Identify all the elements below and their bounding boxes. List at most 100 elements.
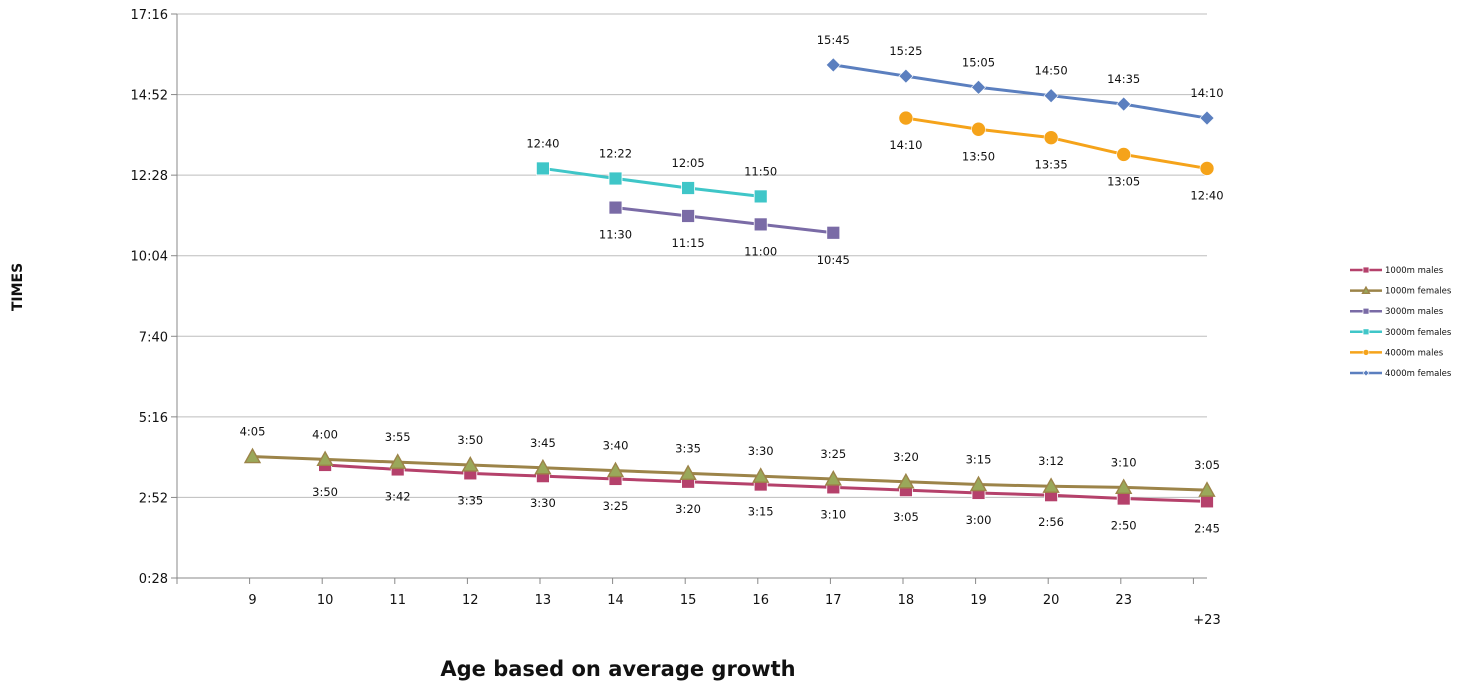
data-label: 3:12 [1038,454,1064,468]
data-label: 4:00 [312,427,338,441]
series-layer [243,57,1216,509]
marker-square [1362,328,1370,336]
data-label: 12:40 [526,136,559,150]
data-label: 12:22 [599,147,632,161]
data-label: 12:40 [1190,188,1223,202]
x-tick-label: 15 [680,593,697,608]
marker-triangle [316,450,334,467]
legend-item: 4000m females [1350,369,1452,379]
data-label: 2:56 [1038,515,1064,529]
legend-item: 1000m males [1350,266,1444,276]
marker-triangle [389,453,407,469]
gridlines [177,13,1207,498]
data-label: 3:10 [1111,455,1137,469]
marker-triangle [1198,481,1216,497]
marker-diamond [1199,110,1215,126]
series-1000m-females [243,447,1216,497]
x-tick-label: 14 [607,593,624,608]
legend-item: 1000m females [1350,285,1452,297]
marker-triangle [461,456,479,472]
marker-square [1362,307,1370,315]
data-label: 3:35 [675,441,701,455]
x-tick-label: 10 [317,593,334,608]
marker-square [608,200,623,215]
legend-label: 4000m males [1385,348,1444,358]
data-label: 3:00 [966,513,992,527]
data-label: 3:25 [820,447,846,461]
data-label: 13:05 [1107,174,1140,188]
x-tick-label: +23 [1193,613,1220,628]
marker-square [536,161,550,176]
marker-square [1362,266,1370,274]
data-label: 11:00 [744,244,777,258]
data-label: 12:05 [672,156,705,170]
marker-circle [1043,130,1059,145]
data-label: 3:40 [603,439,629,453]
x-tick-label: 12 [462,593,479,608]
x-tick-label: 13 [535,593,552,608]
data-label: 3:20 [893,450,919,464]
x-tick-label: 17 [825,593,842,608]
y-tick-label: 12:28 [131,169,168,184]
data-label: 14:50 [1035,64,1068,78]
marker-triangle [824,470,842,486]
y-axis-title: TIMES [10,263,26,311]
marker-diamond [898,68,914,84]
data-label: 3:15 [748,505,774,519]
marker-diamond [1116,96,1132,112]
y-tick-label: 14:52 [131,89,168,104]
marker-triangle [969,475,988,492]
marker-square [608,171,623,186]
legend-label: 1000m males [1385,266,1444,276]
marker-square [753,217,768,232]
marker-triangle [679,464,697,481]
series-line [615,206,834,235]
legend-label: 4000m females [1385,369,1452,379]
marker-triangle [1042,477,1060,493]
series-4000m-females [825,57,1215,126]
data-label: 3:42 [385,489,411,503]
data-label: 3:45 [530,436,556,450]
marker-circle [971,121,986,137]
marker-triangle [752,467,770,483]
marker-triangle [606,461,625,478]
x-tick-label: 23 [1115,593,1132,608]
y-tick-label: 7:40 [139,330,168,345]
x-tick-label: 16 [752,593,769,608]
data-label: 3:25 [603,499,629,513]
series-line [833,63,1208,120]
legend-item: 3000m males [1350,307,1444,317]
data-label: 3:20 [675,502,701,516]
marker-diamond [1043,88,1059,104]
x-axis-title: Age based on average growth [440,657,795,681]
marker-square [753,189,768,204]
axes: 0:28 2:52 5:16 7:40 10:04 12:28 14:52 17:16 9 10 1… [131,8,1221,628]
y-tick-label: 5:16 [139,411,168,426]
marker-circle [1199,161,1215,176]
data-label: 11:15 [672,236,705,250]
data-labels: 3:50 3:42 3:35 3:30 3:25 3:20 3:15 3:10 3:05 3:00… [240,33,1224,535]
data-label: 3:10 [820,507,846,521]
data-label: 11:30 [599,228,632,242]
legend-label: 3000m females [1385,328,1452,338]
series-4000m-males [898,110,1215,176]
data-label: 4:05 [240,425,266,439]
data-label: 15:05 [962,55,995,69]
data-label: 14:10 [889,138,922,152]
data-label: 15:45 [817,33,850,47]
marker-triangle [243,447,262,464]
data-label: 13:50 [962,149,995,163]
data-label: 3:30 [530,496,556,510]
x-tick-label: 20 [1043,593,1060,608]
data-label: 3:50 [457,433,483,447]
data-label: 14:35 [1107,72,1140,86]
marker-diamond [1362,369,1370,377]
marker-square [681,209,695,223]
y-tick-label: 2:52 [139,491,168,506]
legend-item: 3000m females [1350,328,1452,338]
series-line [542,166,761,198]
data-label: 2:45 [1194,521,1220,535]
legend-label: 3000m males [1385,307,1444,317]
marker-circle [898,110,914,126]
